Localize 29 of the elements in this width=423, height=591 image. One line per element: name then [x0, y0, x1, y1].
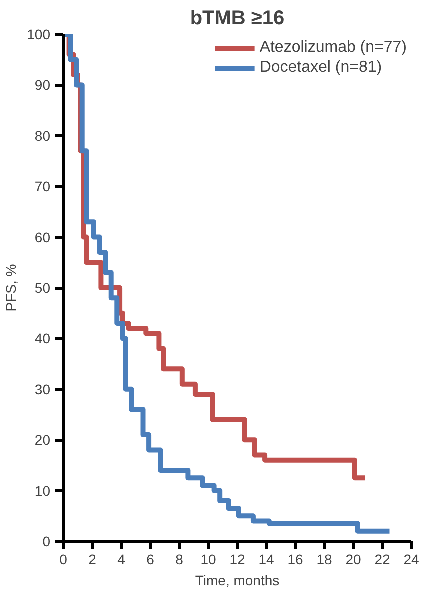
x-tick-label: 18	[316, 552, 332, 568]
x-tick-label: 22	[374, 552, 390, 568]
x-tick-label: 6	[146, 552, 155, 568]
x-tick-label: 24	[404, 552, 420, 568]
x-tick-label: 16	[288, 552, 304, 568]
x-tick-label: 20	[346, 552, 362, 568]
x-tick-label: 0	[60, 552, 68, 568]
x-tick-label: 8	[176, 552, 184, 568]
x-tick-label: 2	[88, 552, 97, 568]
y-tick-label: 30	[34, 381, 51, 398]
y-tick-label: 100	[27, 26, 51, 42]
y-tick-label: 50	[34, 280, 51, 296]
y-tick-label: 0	[42, 534, 51, 550]
y-axis-title: PFS, %	[3, 264, 20, 312]
y-tick-label: 10	[34, 482, 51, 499]
y-tick-label: 70	[34, 178, 51, 195]
x-tick-label: 10	[200, 552, 216, 568]
chart-title: bTMB ≥16	[190, 8, 285, 30]
y-tick-label: 80	[34, 128, 51, 144]
x-tick-label: 4	[118, 552, 126, 568]
legend-label: Atezolizumab (n=77)	[260, 39, 407, 57]
x-tick-label: 14	[258, 552, 274, 568]
y-tick-label: 90	[34, 77, 51, 94]
y-tick-label: 40	[34, 330, 51, 347]
y-tick-label: 60	[34, 229, 51, 246]
legend-label: Docetaxel (n=81)	[260, 59, 382, 77]
x-tick-label: 12	[230, 552, 246, 568]
x-axis-title: Time, months	[195, 572, 280, 588]
y-tick-label: 20	[34, 432, 51, 448]
